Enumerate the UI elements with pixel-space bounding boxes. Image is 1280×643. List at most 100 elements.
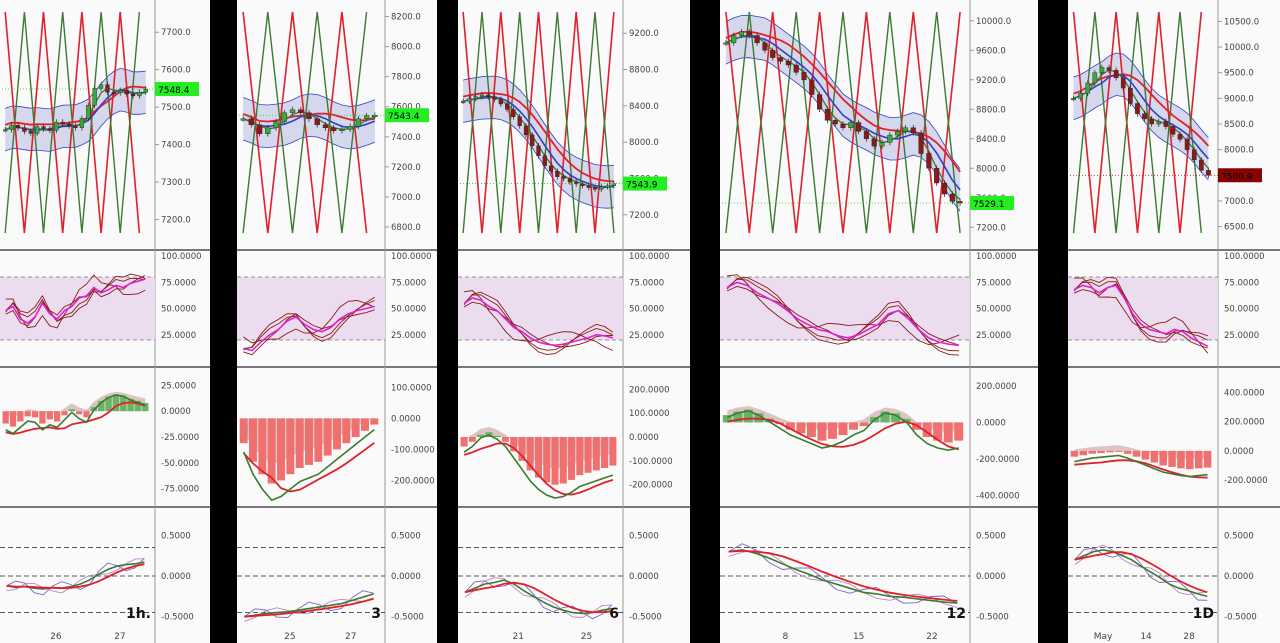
macd-bar — [880, 411, 890, 423]
candle — [118, 90, 123, 94]
macd-tick-label: -200.0000 — [1224, 476, 1268, 486]
macd-tick-label: 200.0000 — [629, 385, 670, 395]
candle — [817, 94, 823, 110]
stoch-tick-label: 100.0000 — [1224, 252, 1265, 262]
band-upper — [5, 67, 146, 110]
stoch-tick-label: 75.0000 — [391, 278, 426, 288]
candle — [605, 185, 610, 188]
candle — [809, 79, 815, 95]
candle — [824, 109, 830, 121]
macd-bar — [526, 437, 534, 471]
zigzag-green — [242, 11, 368, 234]
stoch-line-dark — [463, 294, 614, 351]
candle — [479, 94, 485, 97]
macd-bar — [493, 435, 501, 437]
x-tick-label: 26 — [50, 632, 62, 642]
candle — [1191, 149, 1197, 161]
macd-bar — [1168, 450, 1176, 467]
macd-bar — [609, 437, 617, 466]
osc-line-red — [244, 597, 374, 618]
macd-tick-label: -25.0000 — [161, 433, 199, 443]
zigzag-green — [462, 11, 615, 234]
candle — [314, 118, 320, 125]
candle — [130, 93, 136, 97]
macd-bar — [1186, 450, 1194, 470]
candle — [567, 178, 572, 183]
macd-bar — [31, 411, 39, 418]
timeframe-label: 12 — [947, 606, 966, 622]
macd-bar — [785, 422, 795, 430]
osc-line-green — [728, 549, 958, 604]
macd-bar — [1132, 450, 1141, 457]
candle — [98, 84, 104, 89]
x-tick-label: 27 — [345, 632, 356, 642]
macd-line — [5, 394, 146, 435]
osc-tick-label: 0.5000 — [976, 531, 1006, 541]
candle — [15, 124, 21, 128]
candle — [926, 153, 932, 169]
macd-tick-label: 0.0000 — [976, 418, 1006, 428]
x-tick-label: 21 — [513, 632, 524, 642]
stoch-k-line — [463, 297, 614, 347]
macd-line — [463, 434, 614, 499]
osc-line-purple — [244, 590, 374, 619]
candle — [461, 101, 466, 104]
candle — [1149, 118, 1154, 125]
candle — [511, 109, 516, 117]
candle — [1092, 72, 1098, 84]
macd-bar — [722, 415, 732, 423]
macd-bar — [859, 422, 869, 427]
macd-bar — [105, 396, 112, 412]
macd-bar — [1141, 450, 1150, 460]
candle — [35, 126, 40, 134]
candle — [1128, 87, 1133, 104]
price-tick-label: 7700.0 — [161, 28, 191, 38]
price-tick-label: 7200.0 — [976, 223, 1006, 233]
stoch-tick-label: 25.0000 — [976, 331, 1011, 341]
price-tick-label: 10500.0 — [1224, 17, 1259, 27]
chart-svg: 10000.09600.09200.08800.08400.08000.0760… — [720, 0, 1038, 643]
price-tick-label: 8400.0 — [976, 135, 1006, 145]
candle — [281, 112, 287, 122]
candle — [3, 129, 8, 132]
macd-bar — [592, 437, 600, 471]
price-tick-label: 7500.0 — [161, 103, 191, 113]
candle — [347, 126, 353, 130]
x-tick-label: 28 — [1183, 632, 1195, 642]
candle — [801, 72, 807, 80]
macd-bar — [61, 411, 68, 416]
band-upper — [725, 14, 961, 169]
stoch-line-dark — [726, 285, 960, 346]
stoch-tick-label: 50.0000 — [629, 305, 664, 315]
band-lower — [5, 110, 146, 152]
candle — [542, 155, 547, 166]
candle — [73, 125, 78, 128]
candle — [561, 176, 566, 179]
candle — [143, 88, 148, 93]
candle — [887, 134, 893, 143]
macd-bar — [333, 418, 341, 450]
candle — [28, 131, 33, 134]
stoch-tick-label: 25.0000 — [161, 331, 196, 341]
osc-tick-label: 0.0000 — [161, 572, 191, 582]
x-tick-label: 22 — [926, 632, 937, 642]
price-tick-label: 7600.0 — [161, 66, 191, 76]
candle — [738, 31, 745, 36]
macd-bar — [576, 437, 584, 476]
stoch-tick-label: 100.0000 — [976, 252, 1017, 262]
candle — [79, 118, 85, 128]
candle — [505, 103, 510, 110]
price-tag-label: 7548.4 — [158, 86, 190, 96]
candle — [1163, 121, 1169, 127]
candle — [265, 127, 271, 134]
price-tick-label: 9200.0 — [976, 76, 1006, 86]
candle — [1099, 67, 1105, 73]
macd-bar — [1203, 450, 1212, 468]
candle — [957, 201, 963, 204]
macd-bar — [733, 411, 743, 423]
candle — [754, 35, 760, 44]
zigzag-red — [1072, 11, 1203, 234]
macd-bar — [323, 418, 332, 456]
stoch-line-dark — [463, 291, 614, 356]
candle — [124, 90, 129, 95]
